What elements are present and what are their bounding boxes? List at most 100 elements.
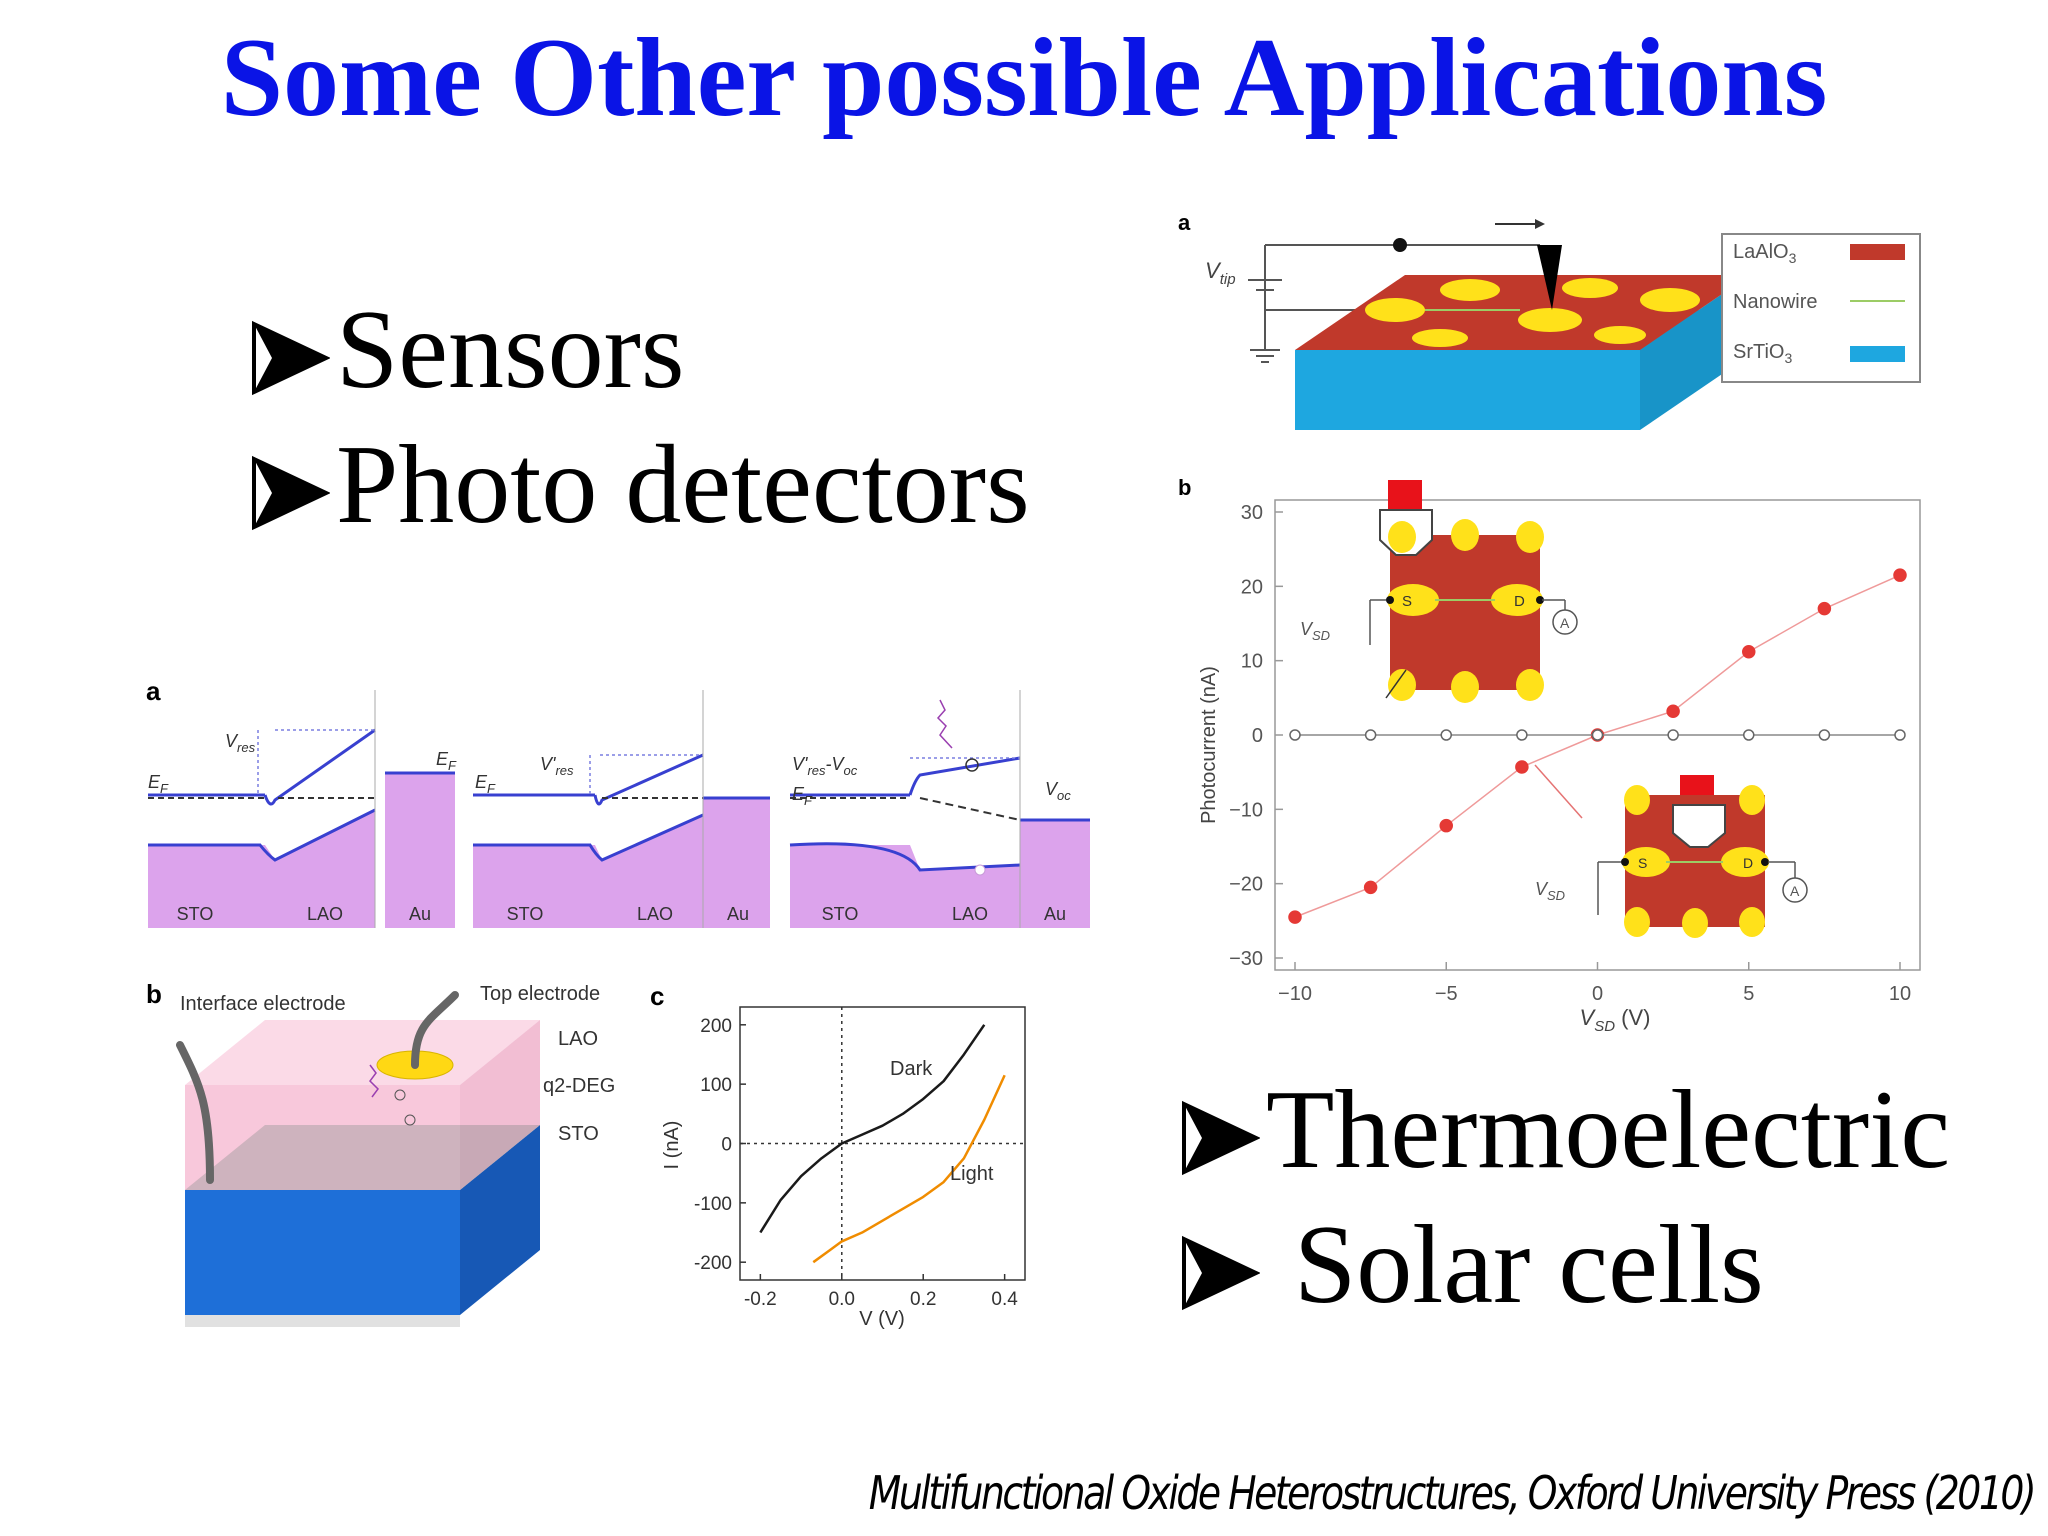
band-diagram-1: Vres EF EF STO LAO Au <box>148 690 457 928</box>
laser-source-icon <box>1388 480 1422 510</box>
vsd-label: VSD <box>1300 619 1330 643</box>
x-tick-label: −10 <box>1278 983 1312 1005</box>
y-tick-label: −30 <box>1229 948 1263 970</box>
inset-device-bottom: S D A VSD <box>1534 764 1808 938</box>
data-marks <box>1288 568 1907 924</box>
layer-label: Au <box>1044 904 1066 924</box>
ef-label: EF <box>475 772 496 796</box>
layer-label-q2deg: q2-DEG <box>543 1075 615 1097</box>
arrow-bullet-icon <box>250 431 331 561</box>
slide-title: Some Other possible Applications <box>220 16 1828 140</box>
x-axis-label: VSD (V) <box>1580 1005 1651 1035</box>
data-point <box>1667 729 1679 741</box>
ammeter-icon <box>1552 609 1578 635</box>
y-tick-label: -200 <box>694 1253 732 1274</box>
data-point <box>1515 760 1529 774</box>
pointer-arrow-icon <box>1385 669 1407 699</box>
citation: Multifunctional Oxide Heterostructures, … <box>868 1466 2037 1520</box>
vres-voc-label: V'res-Voc <box>792 754 858 778</box>
layer-label: Au <box>409 904 431 924</box>
band-diagram-3: V'res-Voc EF Voc STO LAO Au <box>789 690 1090 928</box>
layer-label: LAO <box>637 904 673 924</box>
data-point <box>1894 729 1906 741</box>
panel-label: c <box>650 981 664 1011</box>
x-tick-label: 5 <box>1743 983 1754 1005</box>
ef-label: EF <box>792 784 813 808</box>
vres-label: V'res <box>540 754 574 778</box>
layer-label: LAO <box>307 904 343 924</box>
layer-label: STO <box>507 904 544 924</box>
bullet-text: Solar cells <box>1266 1203 1764 1327</box>
drain-label: D <box>1743 855 1753 871</box>
interface-electrode-label: Interface electrode <box>180 993 346 1015</box>
y-tick-label: 200 <box>700 1016 732 1037</box>
electrode-pad <box>1640 288 1700 312</box>
layer-label: STO <box>177 904 214 924</box>
figure-device-block: b Interface electrode Top electrode LAO … <box>146 979 615 1327</box>
x-axis-label: V (V) <box>859 1308 905 1330</box>
lao-side <box>460 1020 540 1190</box>
y-tick-label: 20 <box>1241 576 1263 598</box>
ef-label: EF <box>436 749 457 773</box>
x-tick-label: 0 <box>1592 983 1603 1005</box>
bullet-text: Thermoelectric <box>1266 1068 1951 1192</box>
data-point <box>1666 704 1680 718</box>
y-tick-label: 0 <box>1252 725 1263 747</box>
electrode-pad <box>1440 279 1500 301</box>
bullet-solar-cells: Solar cells <box>1180 1200 1764 1341</box>
data-point <box>1439 818 1453 833</box>
panel-label: a <box>146 676 161 706</box>
ammeter-icon <box>1782 877 1808 903</box>
ammeter-label: A <box>1790 883 1800 899</box>
data-point <box>1817 601 1832 616</box>
data-marks <box>759 1024 1006 1264</box>
bullet-text: Photo detectors <box>336 423 1030 547</box>
y-tick-label: −10 <box>1229 799 1263 821</box>
electrode-pad <box>1562 278 1618 298</box>
panel-label: a <box>1178 210 1191 235</box>
panel-label: b <box>1178 475 1191 500</box>
x-tick-label: −5 <box>1435 983 1458 1005</box>
data-point <box>1289 729 1301 741</box>
panel-label: b <box>146 979 162 1009</box>
photon-icon <box>936 699 953 749</box>
x-tick-label: 0.2 <box>910 1289 936 1310</box>
data-point <box>1591 729 1604 741</box>
layer-label-sto: STO <box>558 1123 599 1145</box>
data-point <box>1288 910 1302 924</box>
series-label-dark: Dark <box>890 1058 933 1080</box>
x-tick-label: 10 <box>1889 983 1911 1005</box>
lens-icon <box>1672 804 1726 848</box>
hole-icon <box>974 864 986 876</box>
legend-label-nanowire: Nanowire <box>1733 291 1817 313</box>
photon-icon <box>369 1064 379 1098</box>
y-tick-label: 30 <box>1241 502 1263 524</box>
arrow-bullet-icon <box>250 296 331 426</box>
ammeter-label: A <box>1560 615 1570 631</box>
vtip-label: Vtip <box>1205 258 1236 288</box>
ef-label: EF <box>148 772 169 796</box>
vsd-label: VSD <box>1535 879 1565 903</box>
srtio3-side <box>1295 350 1640 430</box>
data-point <box>1364 729 1377 741</box>
y-tick-label: -100 <box>694 1194 732 1215</box>
layer-label-lao: LAO <box>558 1028 598 1050</box>
chart-iv-curves: c I (nA) V (V) 200 100 0 -100 -200 -0.2 0.0 0.2… <box>650 981 1026 1330</box>
electron-icon <box>965 758 979 772</box>
legend-label-srtio3: SrTiO3 <box>1733 341 1792 366</box>
chart-photocurrent: b Photocurrent (nA) VSD (V) 30 20 10 0 −10 −2… <box>1178 475 1921 1035</box>
arrow-bullet-icon <box>1180 1211 1261 1341</box>
data-point <box>1818 729 1831 741</box>
y-tick-label: −20 <box>1229 874 1263 896</box>
data-point <box>1743 729 1755 741</box>
x-tick-label: 0.0 <box>829 1289 855 1310</box>
top-electrode-wire <box>411 991 459 1069</box>
legend-swatch-laalo3 <box>1850 244 1905 260</box>
interface-electrode-wire <box>176 1041 214 1184</box>
valence-band-fill <box>473 798 770 928</box>
hole-icon <box>404 1114 416 1126</box>
bullet-photo-detectors: Photo detectors <box>250 420 1030 561</box>
electrode-pad <box>1594 326 1646 344</box>
vres-label: Vres <box>225 731 256 755</box>
au-band <box>385 773 455 928</box>
